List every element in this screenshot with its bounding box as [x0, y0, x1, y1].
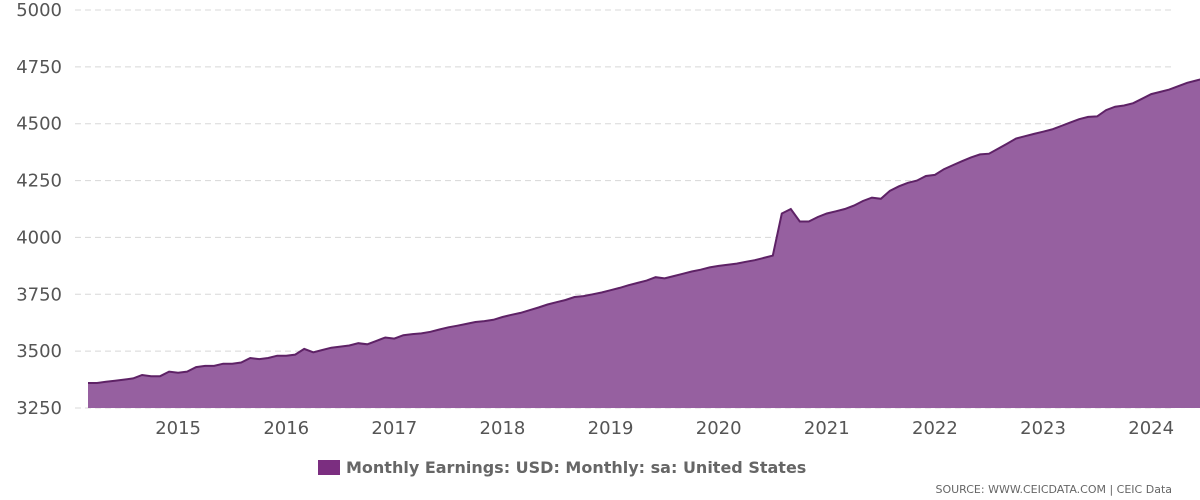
source-note: SOURCE: WWW.CEICDATA.COM | CEIC Data: [935, 483, 1172, 496]
y-tick-label: 4250: [16, 171, 62, 192]
y-axis-tick-labels: 3250 3500 3750 4000 4250 4500 4750 5000: [16, 0, 62, 419]
y-tick-label: 5000: [16, 0, 62, 21]
x-tick-label: 2018: [480, 418, 526, 439]
x-tick-label: 2019: [588, 418, 634, 439]
y-tick-label: 3750: [16, 284, 62, 305]
series-area-layer: [88, 78, 1200, 408]
x-tick-label: 2020: [696, 418, 742, 439]
x-tick-label: 2021: [804, 418, 850, 439]
x-tick-label: 2016: [263, 418, 309, 439]
legend-swatch: [318, 460, 340, 475]
legend-label: Monthly Earnings: USD: Monthly: sa: Unit…: [346, 458, 807, 477]
series-line: [88, 78, 1200, 384]
x-axis-tick-labels: 2015 2016 2017 2018 2019 2020 2021 2022 2023 2024: [155, 418, 1174, 439]
x-tick-label: 2024: [1128, 418, 1174, 439]
x-tick-label: 2023: [1020, 418, 1066, 439]
x-tick-label: 2015: [155, 418, 201, 439]
y-tick-label: 4000: [16, 227, 62, 248]
y-tick-label: 4500: [16, 114, 62, 135]
x-tick-label: 2022: [912, 418, 958, 439]
series-area: [88, 79, 1200, 408]
y-tick-label: 4750: [16, 57, 62, 78]
y-tick-label: 3250: [16, 398, 62, 419]
y-tick-label: 3500: [16, 341, 62, 362]
legend[interactable]: Monthly Earnings: USD: Monthly: sa: Unit…: [318, 458, 806, 477]
x-tick-label: 2017: [371, 418, 417, 439]
